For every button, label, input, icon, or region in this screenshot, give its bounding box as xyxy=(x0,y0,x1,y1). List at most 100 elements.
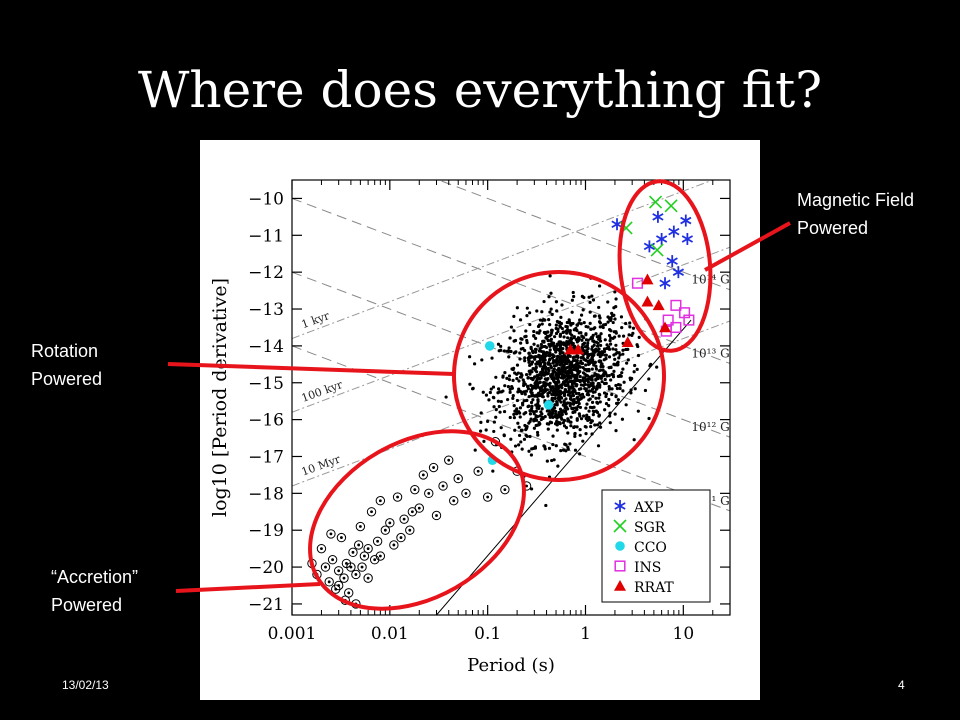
normal-pulsar-point xyxy=(563,389,567,394)
normal-pulsar-point xyxy=(629,391,633,395)
normal-pulsar-point xyxy=(525,424,529,429)
normal-pulsar-point xyxy=(543,386,547,391)
binary-pulsar-point xyxy=(333,580,344,591)
normal-pulsar-point xyxy=(621,389,625,393)
normal-pulsar-point xyxy=(541,371,545,375)
normal-pulsar-point xyxy=(558,394,562,398)
normal-pulsar-point xyxy=(591,298,596,302)
normal-pulsar-point xyxy=(506,349,510,353)
normal-pulsar-point xyxy=(472,362,477,366)
normal-pulsar-point xyxy=(573,355,578,359)
normal-pulsar-point xyxy=(545,378,549,382)
normal-pulsar-point xyxy=(585,415,589,419)
normal-pulsar-point xyxy=(491,395,495,399)
normal-pulsar-point xyxy=(561,380,565,384)
normal-pulsar-point xyxy=(528,311,532,315)
normal-pulsar-point xyxy=(599,332,603,336)
normal-pulsar-point xyxy=(566,445,570,449)
normal-pulsar-point xyxy=(502,433,506,437)
normal-pulsar-point xyxy=(635,367,639,371)
normal-pulsar-point xyxy=(592,327,596,331)
normal-pulsar-point xyxy=(595,423,600,427)
normal-pulsar-point xyxy=(591,390,596,394)
accretion-ellipse xyxy=(308,429,526,611)
normal-pulsar-point xyxy=(569,424,573,428)
normal-pulsar-point xyxy=(580,346,585,350)
normal-pulsar-point xyxy=(579,313,584,317)
normal-pulsar-point xyxy=(542,444,546,448)
legend: AXP SGR CCO INS RRAT xyxy=(601,489,711,603)
normal-pulsar-point xyxy=(647,416,651,421)
normal-pulsar-point xyxy=(584,324,588,329)
normal-pulsar-point xyxy=(582,395,586,399)
normal-pulsar-point xyxy=(575,418,579,422)
binary-pulsar-point xyxy=(320,562,331,572)
normal-pulsar-point xyxy=(509,325,514,329)
normal-pulsar-point xyxy=(543,361,547,366)
normal-pulsar-point xyxy=(522,437,527,441)
normal-pulsar-point xyxy=(512,314,516,318)
normal-pulsar-point xyxy=(471,387,475,391)
normal-pulsar-point xyxy=(597,347,601,351)
normal-pulsar-point xyxy=(524,433,528,437)
normal-pulsar-point xyxy=(522,380,526,384)
normal-pulsar-point xyxy=(537,353,541,357)
normal-pulsar-point xyxy=(496,342,501,346)
normal-pulsar-point xyxy=(584,338,589,342)
normal-pulsar-point xyxy=(558,347,562,351)
normal-pulsar-point xyxy=(560,372,564,376)
normal-pulsar-point xyxy=(507,355,511,359)
normal-pulsar-point xyxy=(494,408,498,412)
normal-pulsar-point xyxy=(620,417,625,421)
normal-pulsar-point xyxy=(562,418,567,423)
normal-pulsar-point xyxy=(578,428,582,432)
normal-pulsar-point xyxy=(579,322,583,326)
normal-pulsar-point xyxy=(492,405,496,409)
normal-pulsar-point xyxy=(604,402,609,406)
normal-pulsar-point xyxy=(547,412,551,416)
normal-pulsar-point xyxy=(618,383,622,387)
normal-pulsar-point xyxy=(561,376,565,380)
normal-pulsar-point xyxy=(586,383,590,387)
normal-pulsar-point xyxy=(540,355,544,359)
y-tick-label: −17 xyxy=(248,447,284,467)
normal-pulsar-point xyxy=(562,354,567,359)
normal-pulsar-point xyxy=(575,396,579,400)
normal-pulsar-point xyxy=(481,390,485,394)
normal-pulsar-point xyxy=(614,343,618,347)
normal-pulsar-point xyxy=(563,366,567,370)
normal-pulsar-point xyxy=(545,459,549,463)
rrat-point xyxy=(572,343,585,355)
normal-pulsar-point xyxy=(546,366,550,371)
binary-pulsar-point xyxy=(385,518,395,528)
normal-pulsar-point xyxy=(515,407,519,411)
normal-pulsar-point xyxy=(533,381,537,386)
normal-pulsar-point xyxy=(585,349,589,354)
normal-pulsar-point xyxy=(598,421,602,425)
binary-pulsar-point xyxy=(399,514,409,524)
normal-pulsar-point xyxy=(587,295,591,299)
normal-pulsar-point xyxy=(528,322,532,327)
ins-point xyxy=(670,299,682,311)
normal-pulsar-point xyxy=(606,315,610,319)
normal-pulsar-point xyxy=(605,374,609,378)
normal-pulsar-point xyxy=(535,374,539,378)
normal-pulsar-point xyxy=(524,411,528,415)
normal-pulsar-point xyxy=(507,378,512,382)
normal-pulsar-point xyxy=(494,415,498,419)
normal-pulsar-point xyxy=(549,364,553,369)
normal-pulsar-point xyxy=(597,351,601,355)
normal-pulsar-point xyxy=(617,334,621,338)
normal-pulsar-point xyxy=(512,404,516,408)
normal-pulsar-point xyxy=(603,377,607,382)
normal-pulsar-point xyxy=(537,349,542,353)
normal-pulsar-point xyxy=(586,391,590,395)
normal-pulsar-point xyxy=(552,388,556,392)
normal-pulsar-point xyxy=(515,398,520,403)
normal-pulsar-point xyxy=(647,377,651,381)
normal-pulsar-point xyxy=(535,309,539,313)
normal-pulsar-point xyxy=(577,391,581,396)
normal-pulsar-point xyxy=(565,374,569,378)
normal-pulsar-point xyxy=(540,322,544,326)
normal-pulsar-point xyxy=(581,335,585,339)
